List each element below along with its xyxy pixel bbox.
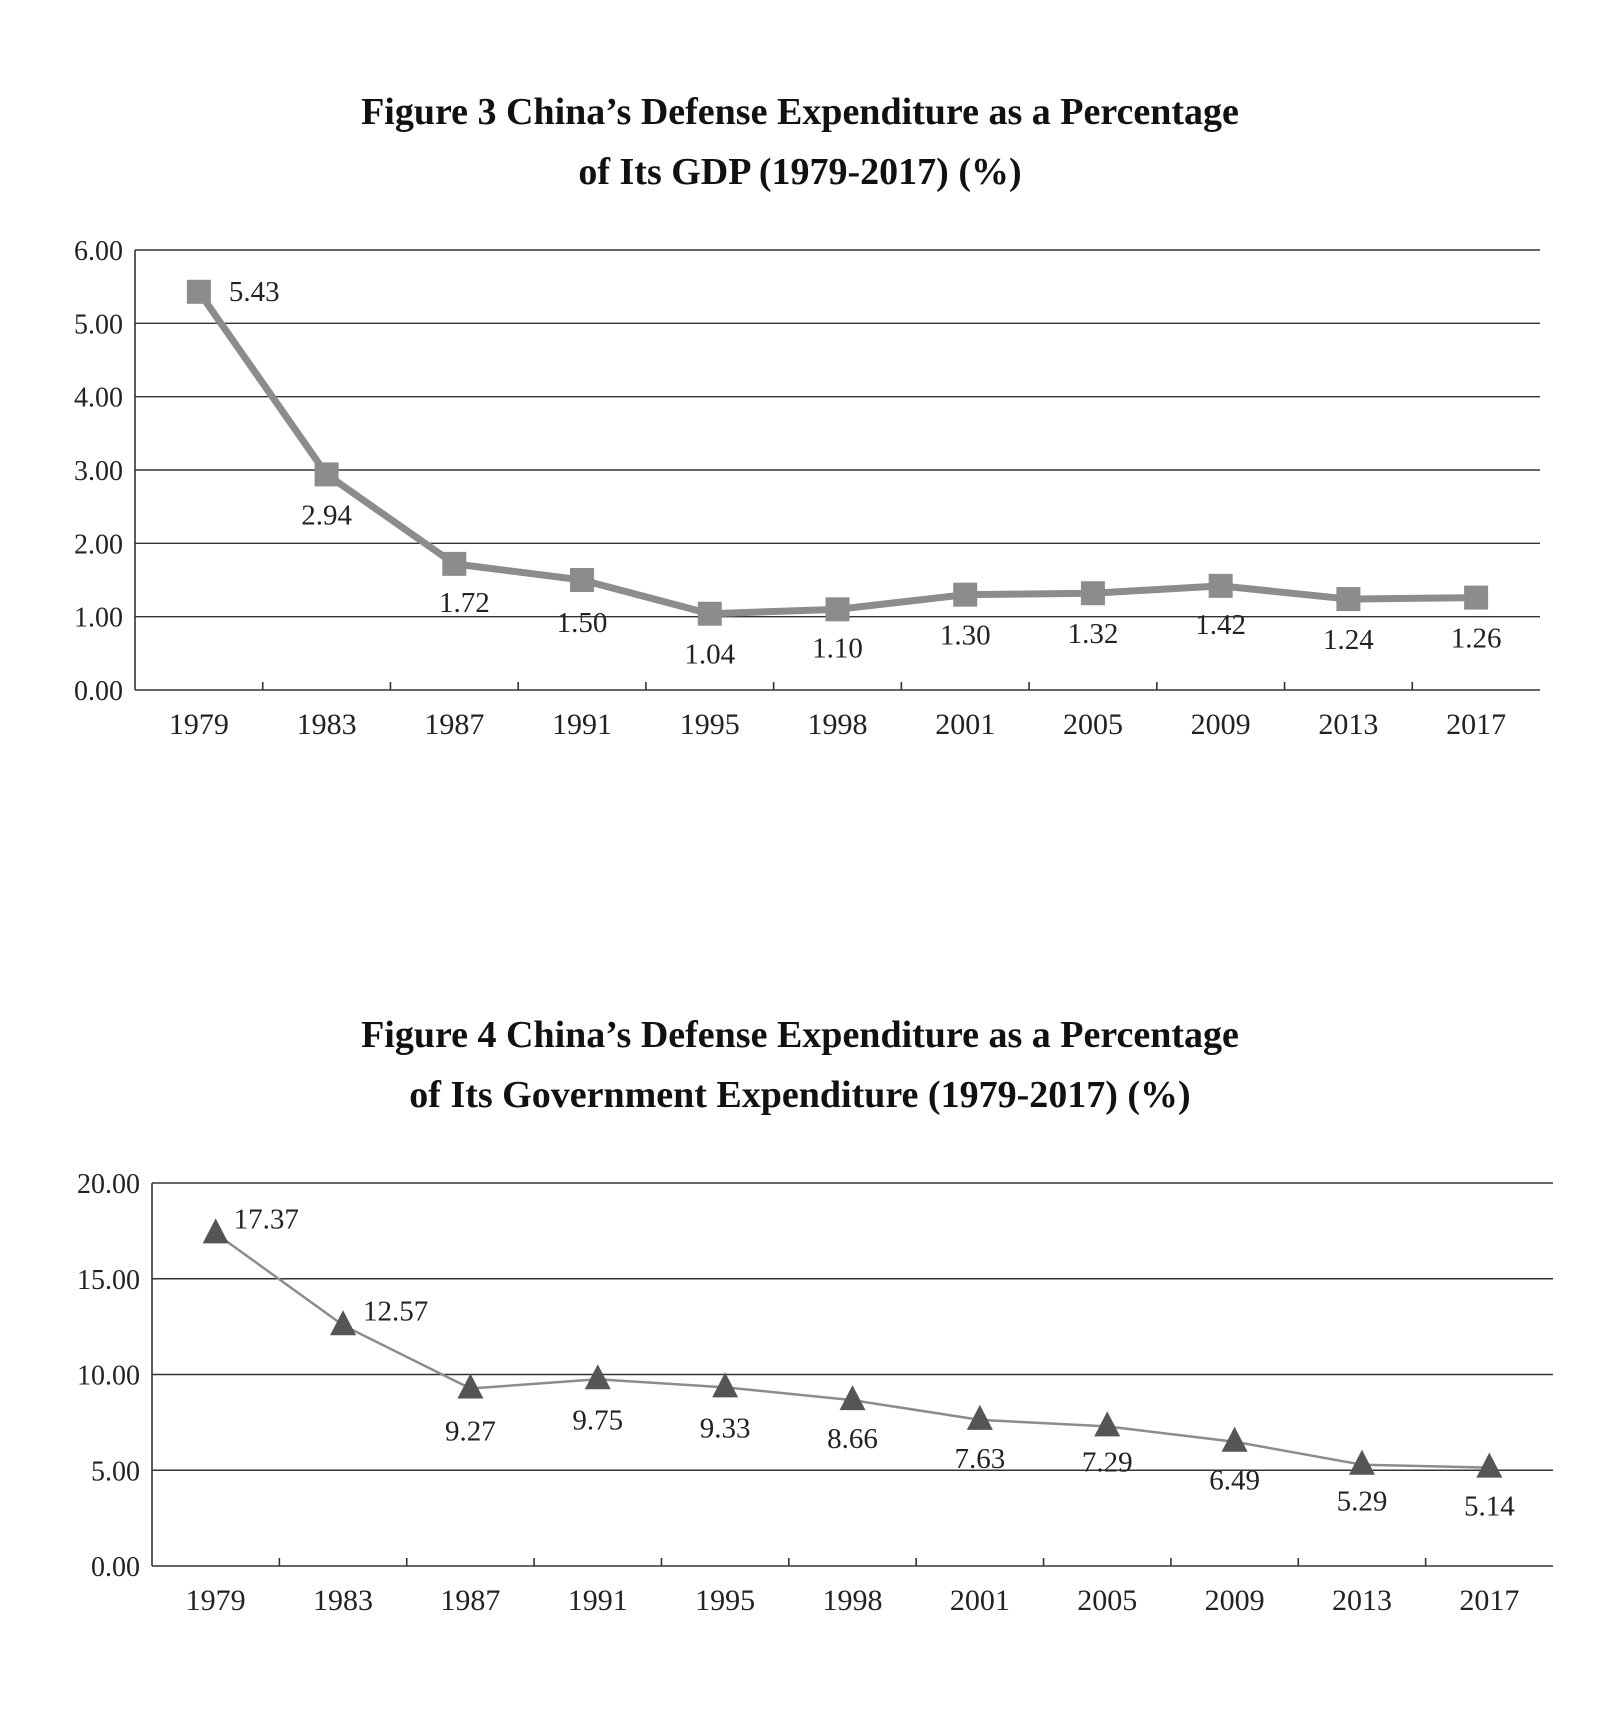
gdp-percentage-line-chart: 0.00 1.00 2.00 3.00 4.00 5.00 6.00 1979 1983 1987… [74,236,1540,741]
chart-title: Figure 3 China’s Defense Expenditure as … [0,82,1600,202]
data-point-marker [966,1404,993,1430]
y-tick-label: 10.00 [77,1361,140,1392]
data-label: 12.57 [363,1295,428,1327]
data-point-marker [314,462,339,487]
data-point-marker [825,597,850,622]
data-label: 9.33 [700,1412,751,1444]
data-point-marker [712,1372,739,1398]
x-tick-label: 1987 [424,708,484,741]
data-label: 1.72 [439,587,490,619]
data-label: 2.94 [301,499,352,531]
data-point-marker [1476,1452,1503,1478]
x-tick-label: 1979 [169,708,229,741]
y-tick-label: 3.00 [74,456,123,487]
y-tick-label: 2.00 [74,529,123,560]
data-label: 9.75 [572,1404,623,1436]
y-tick-label: 4.00 [74,383,123,414]
y-tick-label: 0.00 [91,1552,140,1583]
x-tick-label: 2017 [1459,1584,1519,1617]
data-label: 7.63 [954,1443,1005,1475]
data-point-marker [953,582,978,607]
data-label: 6.49 [1209,1465,1260,1497]
data-point-marker [1208,573,1233,598]
data-label: 5.14 [1464,1491,1515,1523]
data-label: 1.32 [1068,618,1119,650]
y-tick-label: 15.00 [77,1265,140,1296]
data-point-marker [1348,1449,1375,1475]
y-tick-label: 0.00 [74,676,123,707]
data-point-marker [330,1310,357,1336]
x-tick-label: 1987 [440,1584,500,1617]
x-tick-label: 1995 [695,1584,755,1617]
data-point-marker [186,279,211,304]
x-tick-label: 1998 [823,1584,883,1617]
x-tick-label: 2013 [1318,708,1378,741]
y-tick-label: 5.00 [74,309,123,340]
data-label: 1.04 [684,639,735,671]
x-tick-label: 1995 [680,708,740,741]
data-point-marker [457,1373,484,1399]
x-tick-label: 1998 [808,708,868,741]
data-label: 1.10 [812,632,863,664]
series-line [195,289,1477,618]
data-label: 1.50 [557,607,608,639]
chart-title-line-1: Figure 3 China’s Defense Expenditure as … [361,91,1239,133]
data-label: 5.43 [229,276,280,308]
data-label: 7.29 [1082,1446,1133,1478]
x-tick-label: 2001 [950,1584,1010,1617]
x-tick-label: 2009 [1205,1584,1265,1617]
data-label: 17.37 [234,1203,299,1235]
data-point-marker [1464,585,1489,610]
data-point-marker [570,568,595,592]
data-label: 1.24 [1323,624,1374,656]
x-tick-label: 1991 [552,708,612,741]
chart-title-line-1: Figure 4 China’s Defense Expenditure as … [361,1014,1239,1056]
x-tick-label: 2017 [1446,708,1506,741]
x-tick-label: 2005 [1063,708,1123,741]
data-point-marker [584,1364,611,1390]
x-tick-label: 1983 [297,708,357,741]
data-label: 1.30 [940,620,991,652]
y-tick-label: 20.00 [77,1169,140,1200]
y-tick-label: 6.00 [74,236,123,267]
y-tick-label: 1.00 [74,603,123,634]
chart-title-line-2: of Its GDP (1979-2017) (%) [578,151,1022,193]
x-tick-label: 1991 [568,1584,628,1617]
chart-title-line-2: of Its Government Expenditure (1979-2017… [409,1074,1191,1116]
x-tick-label: 2013 [1332,1584,1392,1617]
y-tick-label: 5.00 [91,1456,140,1487]
x-tick-label: 2009 [1191,708,1251,741]
data-label: 1.42 [1195,609,1246,641]
x-tick-label: 2001 [935,708,995,741]
data-point-marker [697,601,722,626]
data-label: 8.66 [827,1423,878,1455]
data-point-marker [442,551,467,576]
data-point-marker [839,1385,866,1411]
data-point-marker [202,1218,229,1244]
data-point-marker [1336,587,1361,612]
data-label: 5.29 [1337,1486,1388,1518]
data-label: 1.26 [1451,623,1502,655]
data-point-marker [1221,1426,1248,1452]
chart-title: Figure 4 China’s Defense Expenditure as … [0,1005,1600,1125]
x-tick-label: 2005 [1077,1584,1137,1617]
data-label: 9.27 [445,1415,496,1447]
data-point-marker [1094,1411,1121,1437]
data-point-marker [1080,581,1105,606]
x-tick-label: 1979 [186,1584,246,1617]
x-tick-label: 1983 [313,1584,373,1617]
government-expenditure-percentage-line-chart: 0.00 5.00 10.00 15.00 20.00 1979 1983 1987 1991 1… [77,1169,1553,1617]
